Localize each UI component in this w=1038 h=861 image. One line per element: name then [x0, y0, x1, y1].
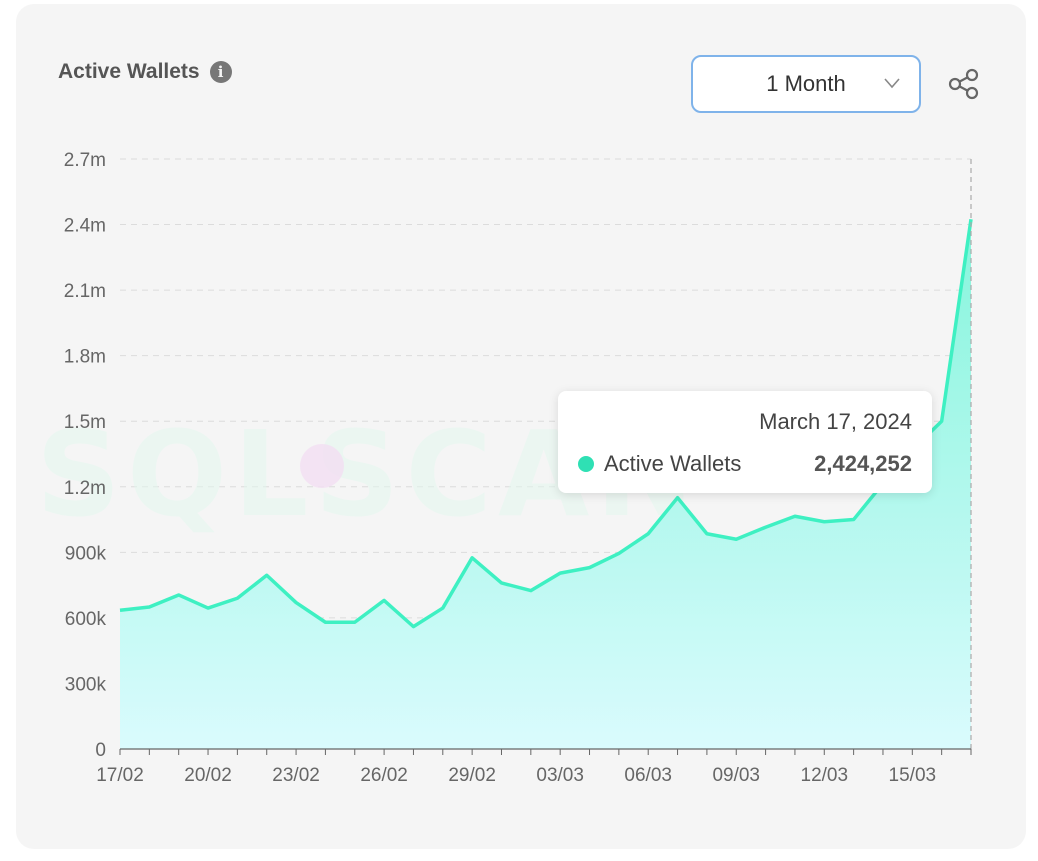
x-tick-label: 20/02: [184, 765, 232, 786]
time-range-select[interactable]: 1 Month: [691, 55, 921, 113]
x-tick-label: 03/03: [536, 765, 584, 786]
y-tick-label: 2.4m: [64, 216, 106, 237]
series-dot-icon: [578, 456, 594, 472]
x-tick-label: 23/02: [272, 765, 320, 786]
y-tick-label: 300k: [65, 674, 107, 695]
chart-title: Active Wallets: [58, 60, 200, 83]
info-icon[interactable]: i: [209, 61, 232, 83]
watermark-logo-dot: [300, 444, 344, 488]
y-tick-label: 0: [95, 740, 106, 761]
y-tick-label: 900k: [65, 543, 107, 564]
x-tick-label: 26/02: [360, 765, 408, 786]
x-tick-label: 09/03: [712, 765, 760, 786]
time-range-label: 1 Month: [766, 71, 846, 96]
x-tick-label: 12/03: [801, 765, 849, 786]
tooltip-date: March 17, 2024: [759, 409, 912, 434]
x-tick-label: 17/02: [96, 765, 144, 786]
y-tick-label: 1.8m: [64, 347, 106, 368]
chevron-down-icon: [884, 78, 900, 89]
series-area: [120, 219, 971, 749]
x-tick-label: 29/02: [448, 765, 496, 786]
y-tick-label: 600k: [65, 609, 107, 630]
tooltip-value: 2,424,252: [814, 451, 912, 476]
y-tick-label: 2.7m: [64, 150, 106, 171]
x-tick-label: 15/03: [889, 765, 937, 786]
y-tick-label: 1.5m: [64, 412, 106, 433]
chart-header: Active Wallets i: [58, 60, 232, 84]
y-tick-label: 2.1m: [64, 281, 106, 302]
share-icon[interactable]: [946, 66, 982, 102]
tooltip-series-name: Active Wallets: [604, 451, 742, 476]
y-tick-label: 1.2m: [64, 478, 106, 499]
tooltip-row: Active Wallets 2,424,252: [578, 451, 912, 477]
chart-tooltip: March 17, 2024 Active Wallets 2,424,252: [558, 391, 932, 493]
series-line: [119, 219, 973, 629]
x-tick-label: 06/03: [624, 765, 672, 786]
